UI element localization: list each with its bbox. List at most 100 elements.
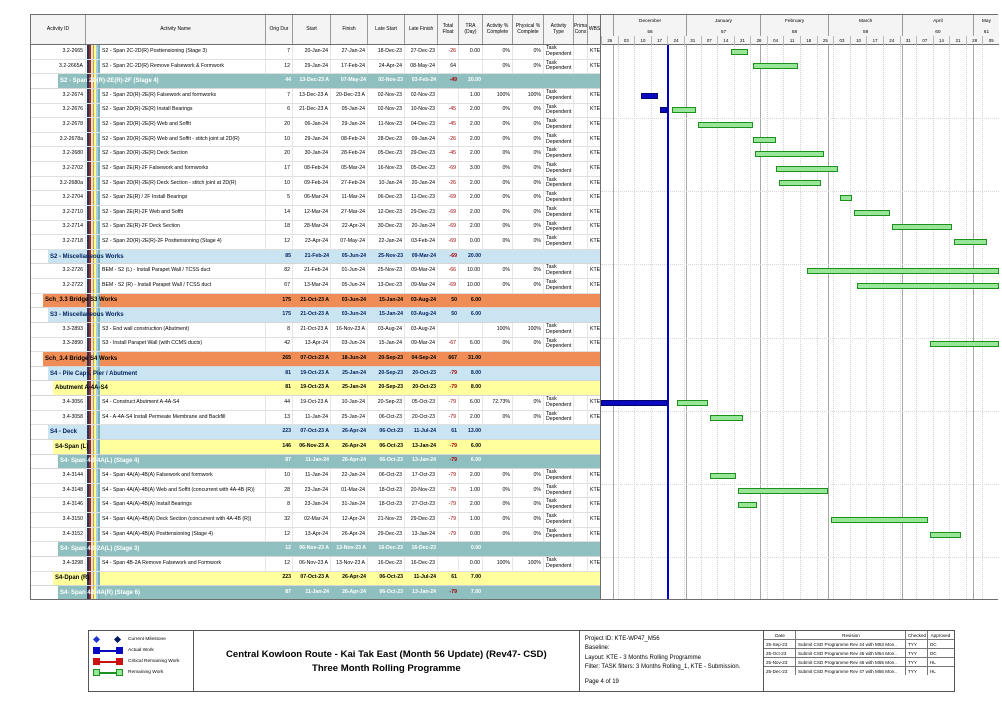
cell-tra: 2.00 [459, 469, 483, 483]
stripe [90, 469, 93, 483]
cell-total-float: -79 [438, 396, 459, 410]
stripe [96, 454, 99, 469]
cell-start: 30-Jan-24 [293, 147, 331, 161]
cell-finish: 17-Feb-24 [331, 59, 368, 74]
revision-cell: HL [929, 659, 936, 665]
wbs-band-stripes [87, 366, 101, 381]
stripe [98, 308, 101, 322]
stripe [94, 220, 97, 235]
cell-start: 19-Oct-23 A [300, 369, 329, 376]
cell-prima-cons [574, 118, 588, 132]
cell-late-start: 02-Nov-23 [368, 103, 405, 118]
stripe [88, 88, 91, 103]
cell-activity-pct: 0% [483, 118, 513, 132]
legend-item-current-milestone: Current Milestone [92, 635, 189, 644]
cell-activity-id: 3.2-2702 [31, 162, 86, 176]
activity-row: 3.2-2722 BEM - S2 (R) - Install Parapet W… [31, 279, 600, 294]
cell-start: 08-Feb-24 [293, 162, 331, 176]
stripe [94, 88, 97, 103]
cell-finish: 26-Apr-24 [342, 457, 366, 464]
remaining-work-bar [854, 209, 891, 216]
wbs-band-stripes [87, 556, 101, 571]
wbs-band-stripes [87, 527, 101, 542]
group-indent [31, 542, 58, 556]
cell-total-float [438, 322, 459, 337]
stripe [96, 542, 99, 556]
cell-tra: 0.00 [459, 527, 483, 542]
cell-tra: 2.00 [459, 118, 483, 132]
cell-finish: 25-Jan-24 [342, 384, 366, 391]
revision-cell: DC [929, 650, 937, 656]
cell-finish: 31-Jan-24 [331, 498, 368, 512]
cell-late-finish: 20-Oct-23 [412, 369, 436, 376]
cell-late-start: 28-Dec-23 [368, 132, 405, 147]
wbs-band-stripes [87, 337, 101, 352]
cell-activity-name: S4 - Span 4B-2A Remove Falsework and For… [86, 556, 266, 571]
cell-late-finish: 09-Mar-24 [405, 279, 438, 293]
cell-activity-pct: 100% [483, 556, 513, 571]
cell-late-finish: 13-Jan-24 [412, 442, 436, 449]
cell-prima-cons [574, 322, 588, 337]
cell-activity-name: BEM - S2 (R) - Install Parapet Wall / TC… [86, 279, 266, 293]
week-label: 31 [899, 36, 917, 45]
cell-orig-dur: 20 [266, 147, 293, 161]
stripe [94, 74, 97, 88]
stripe [90, 322, 93, 337]
stripe [98, 59, 101, 74]
cell-total-float: -69 [438, 279, 459, 293]
cell-physical-pct [513, 352, 544, 366]
week-label: 28 [965, 36, 983, 45]
stripe [94, 425, 97, 439]
revision-cell: Submit CSD Programme Rev 47 with M56 Mon… [796, 667, 907, 675]
stripe [90, 483, 93, 498]
cell-start: 13-Dec-23 A [299, 77, 329, 84]
cell-wbs: KTE-W [590, 398, 600, 405]
stripe [90, 103, 93, 118]
activity-row: 3.2-2726 BEM - S2 (L) - Install Parapet W… [31, 264, 600, 279]
cell-late-start: 13-Dec-23 [368, 279, 405, 293]
col-header-activity-id: Activity ID [31, 15, 86, 44]
cell-wbs: KTE-W [590, 530, 600, 537]
cell-late-finish: 09-Mar-24 [411, 252, 436, 259]
revision-header-date: Date [764, 631, 797, 639]
cell-physical-pct [513, 425, 544, 439]
cell-activity-pct [483, 455, 513, 469]
revision-header-approved: Approved [930, 632, 951, 638]
cell-late-start: 24-Apr-24 [368, 59, 405, 74]
cell-activity-type: Task Dependent [544, 498, 574, 512]
stripe [96, 162, 99, 176]
cell-prima-cons [574, 191, 588, 205]
cell-activity-type [544, 308, 574, 322]
revision-cell: TYY [906, 658, 929, 666]
cell-late-start: 12-Dec-23 [368, 205, 405, 220]
activity-row: 3.2-2680a S2 - Span 2D(R)-2E(R) Deck Sect… [31, 176, 600, 192]
stripe [90, 293, 93, 308]
cell-total-float: 61 [451, 574, 457, 581]
stripe [90, 191, 93, 205]
stripe [88, 249, 91, 264]
cell-late-start: 21-Nov-23 [368, 513, 405, 527]
remaining-work-bar [709, 414, 744, 421]
week-gridline [733, 45, 735, 599]
cell-activity-type: Task Dependent [544, 59, 574, 74]
cell-activity-pct: 0% [483, 513, 513, 527]
cell-orig-dur: 6 [266, 103, 293, 118]
cell-activity-name: S4 - Span 4A(A)-4B(A) Falsework and form… [86, 469, 266, 483]
stripe [87, 322, 89, 337]
cell-late-start: 16-Dec-23 [368, 556, 405, 571]
stripe [96, 410, 99, 425]
stripe [96, 205, 99, 220]
cell-activity-type [544, 542, 574, 556]
stripe [90, 337, 93, 352]
stripe [92, 527, 95, 542]
cell-orig-dur: 10 [266, 469, 293, 483]
stripe [96, 439, 99, 454]
stripe [92, 586, 95, 599]
cell-activity-type: Task Dependent [544, 279, 574, 293]
stripe [87, 235, 89, 249]
col-header-orig-dur: Orig Dur [266, 15, 293, 44]
cell-total-float: -79 [449, 369, 458, 376]
stripe [92, 235, 95, 249]
activity-row: 3.4-3056 S4 - Construct Abutment A-4A-S4 4… [31, 396, 600, 411]
stripe [88, 396, 91, 410]
